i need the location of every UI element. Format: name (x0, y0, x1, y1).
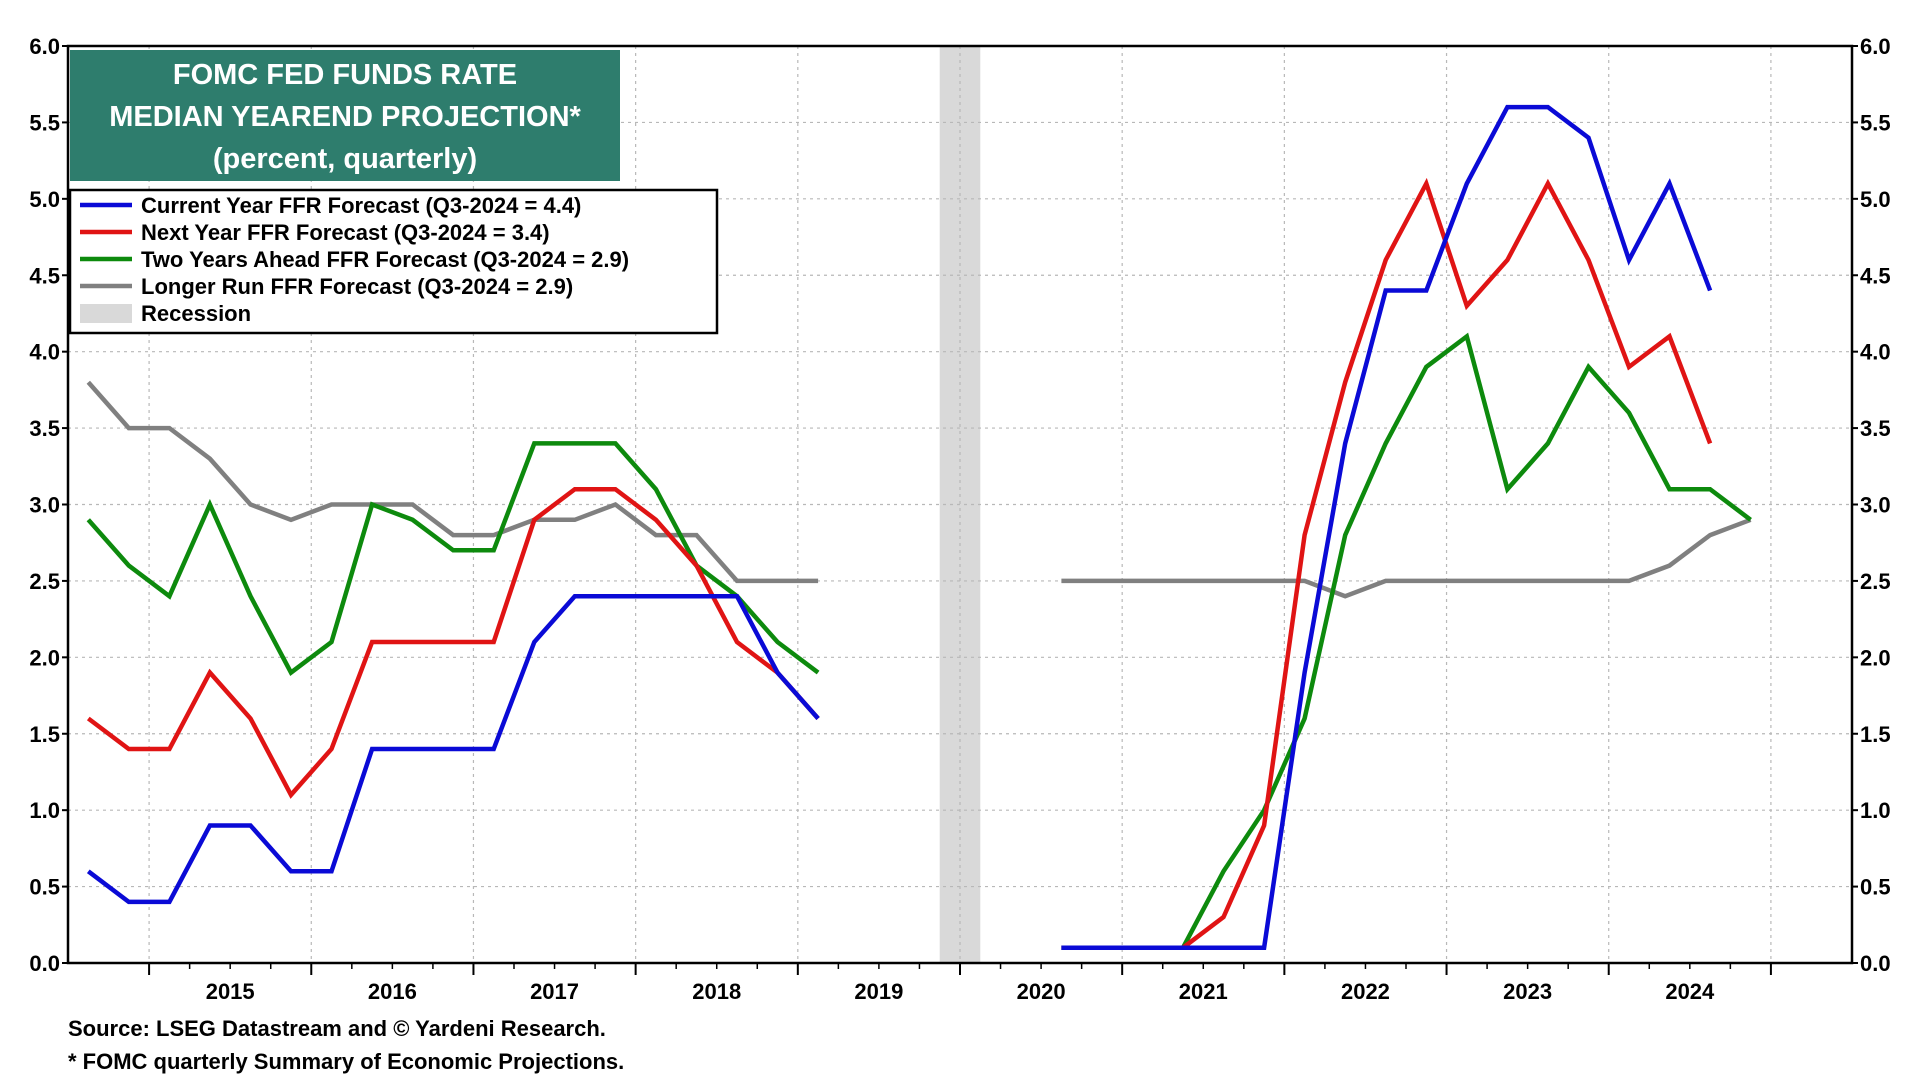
title-line-1: FOMC FED FUNDS RATE (173, 59, 517, 91)
title-background (70, 50, 620, 181)
x-tick-label-year: 2020 (1017, 979, 1066, 1004)
footnote-asterisk: * FOMC quarterly Summary of Economic Pro… (68, 1049, 625, 1074)
y-tick-label-right: 0.5 (1860, 875, 1891, 900)
series-line-3-segment-1 (1061, 517, 1752, 599)
series-line-0-segment-1 (1061, 104, 1713, 950)
title-line-3: (percent, quarterly) (213, 143, 477, 175)
x-tick-label-year: 2023 (1503, 979, 1552, 1004)
y-tick-label-left: 6.0 (29, 34, 60, 59)
x-tick-label-year: 2017 (530, 979, 579, 1004)
y-tick-label-left: 5.0 (29, 187, 60, 212)
title-line-2: MEDIAN YEAREND PROJECTION* (109, 101, 581, 133)
y-tick-label-left: 0.5 (29, 875, 60, 900)
y-tick-label-right: 0.0 (1860, 951, 1891, 976)
x-tick-label-year: 2018 (692, 979, 741, 1004)
y-tick-label-left: 3.5 (29, 416, 60, 441)
legend-swatch-recession (80, 304, 132, 323)
legend-label-recession: Recession (141, 301, 251, 326)
series-lines (86, 104, 1752, 950)
x-tick-label-year: 2022 (1341, 979, 1390, 1004)
chart-title-box: FOMC FED FUNDS RATE MEDIAN YEAREND PROJE… (70, 50, 620, 181)
y-tick-label-left: 1.5 (29, 722, 60, 747)
y-tick-label-left: 4.0 (29, 340, 60, 365)
source-note: Source: LSEG Datastream and © Yardeni Re… (68, 1016, 606, 1041)
series-line-2-segment-0 (86, 441, 820, 676)
x-tick-label-year: 2015 (206, 979, 255, 1004)
y-tick-label-left: 3.0 (29, 493, 60, 518)
y-tick-label-right: 1.5 (1860, 722, 1891, 747)
y-tick-label-right: 5.5 (1860, 110, 1891, 135)
series-line-0-segment-0 (86, 593, 820, 905)
y-tick-label-right: 4.5 (1860, 263, 1891, 288)
x-tick-label-year: 2021 (1179, 979, 1228, 1004)
y-tick-label-right: 2.0 (1860, 645, 1891, 670)
y-axis-tick-labels: 0.0 0.0 0.5 0.5 1.0 1.0 1.5 1.5 2.0 2.0 2.5 2.5 3.0 3… (29, 34, 1890, 976)
y-tick-label-right: 3.0 (1860, 493, 1891, 518)
legend-label-next-year: Next Year FFR Forecast (Q3-2024 = 3.4) (141, 220, 550, 245)
y-tick-label-left: 2.0 (29, 645, 60, 670)
series-line-1-segment-0 (86, 486, 820, 799)
y-tick-label-left: 5.5 (29, 110, 60, 135)
y-tick-label-left: 0.0 (29, 951, 60, 976)
y-tick-label-right: 1.0 (1860, 798, 1891, 823)
x-tick-label-year: 2024 (1665, 979, 1715, 1004)
legend-label-longer-run: Longer Run FFR Forecast (Q3-2024 = 2.9) (141, 274, 573, 299)
legend-label-current-year: Current Year FFR Forecast (Q3-2024 = 4.4… (141, 193, 581, 218)
y-tick-label-left: 4.5 (29, 263, 60, 288)
legend-label-two-years-ahead: Two Years Ahead FFR Forecast (Q3-2024 = … (141, 247, 629, 272)
y-tick-label-right: 5.0 (1860, 187, 1891, 212)
legend-box (68, 188, 719, 335)
series-line-3-segment-0 (86, 380, 819, 584)
x-axis-ticks (148, 963, 1772, 975)
legend: Current Year FFR Forecast (Q3-2024 = 4.4… (68, 188, 719, 335)
y-tick-label-left: 1.0 (29, 798, 60, 823)
y-tick-label-right: 6.0 (1860, 34, 1891, 59)
x-tick-label-year: 2019 (854, 979, 903, 1004)
y-tick-label-right: 2.5 (1860, 569, 1891, 594)
y-tick-label-left: 2.5 (29, 569, 60, 594)
x-axis-year-labels: 2015 2016 2017 2018 2019 2020 2021 2022 2023 2024 (206, 979, 1715, 1004)
y-tick-label-right: 3.5 (1860, 416, 1891, 441)
x-tick-label-year: 2016 (368, 979, 417, 1004)
y-tick-label-right: 4.0 (1860, 340, 1891, 365)
